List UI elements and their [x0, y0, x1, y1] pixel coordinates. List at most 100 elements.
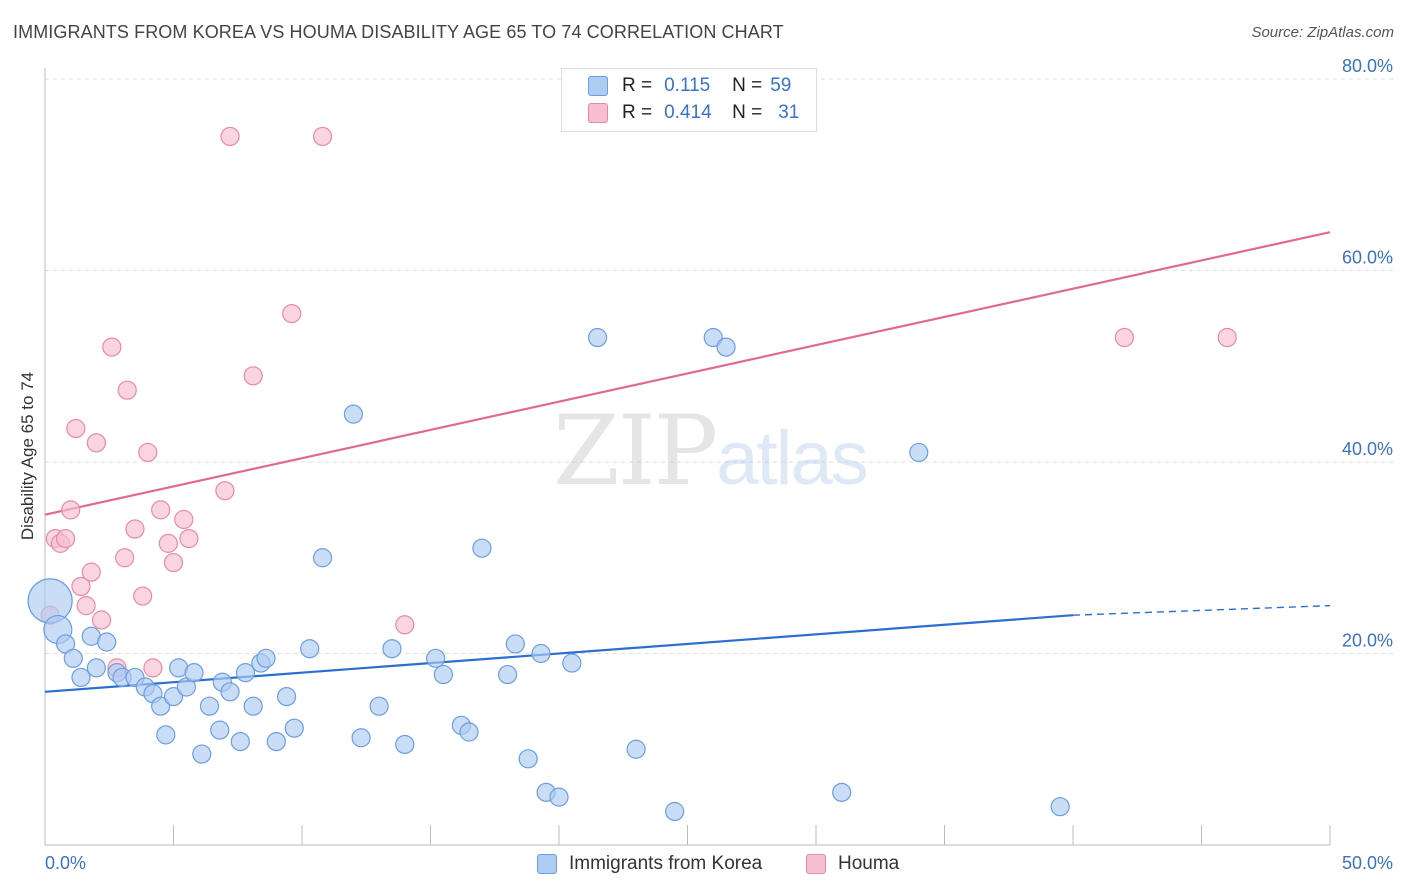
korea-point: [703, 327, 723, 348]
bottom-legend-korea: Immigrants from Korea: [537, 851, 762, 877]
houma-point: [133, 586, 153, 606]
houma-point: [102, 337, 122, 357]
houma-point: [1114, 327, 1135, 348]
x-tick-label: 50.0%: [1342, 853, 1393, 873]
legend-n-label: N =: [732, 102, 763, 123]
korea-point: [369, 696, 389, 716]
korea-point: [235, 663, 256, 683]
korea-point: [284, 718, 304, 738]
legend-r-value: 0.414: [664, 102, 712, 123]
korea-point: [210, 720, 230, 740]
korea-point: [230, 731, 250, 752]
korea-point: [163, 686, 184, 707]
korea-point: [220, 682, 240, 702]
korea-point: [199, 696, 220, 716]
y-tick-label: 40.0%: [1342, 439, 1393, 459]
korea-point: [243, 696, 263, 716]
korea-point: [909, 442, 929, 463]
korea-point: [382, 639, 402, 659]
bottom-swatch-houma: [806, 854, 826, 874]
houma-point: [117, 380, 137, 400]
bottom-legend-houma: Houma: [806, 851, 899, 877]
korea-point: [505, 634, 525, 654]
houma-point: [220, 126, 240, 147]
houma-point: [55, 528, 76, 549]
legend-r-label: R =: [622, 75, 653, 96]
korea-point: [626, 739, 646, 759]
korea-point: [343, 404, 363, 424]
x-tick-label: 0.0%: [45, 853, 86, 873]
y-tick-label: 80.0%: [1342, 56, 1393, 76]
korea-point: [300, 639, 320, 659]
houma-point: [66, 418, 86, 439]
korea-point: [97, 632, 117, 652]
source-label: Source: ZipAtlas.com: [1251, 24, 1394, 41]
houma-point: [76, 596, 96, 616]
korea-point: [312, 548, 333, 568]
houma-point: [158, 533, 178, 553]
bottom-swatch-korea: [537, 854, 557, 874]
bottom-legend-houma-label: Houma: [838, 853, 900, 874]
houma-point: [143, 658, 163, 678]
legend-box: R = 0.115 N = 59 R = 0.414 N = 31: [561, 68, 817, 132]
bottom-legend-korea-label: Immigrants from Korea: [569, 853, 763, 874]
korea-point: [71, 667, 91, 688]
houma-point: [61, 500, 81, 520]
korea-point: [549, 787, 569, 807]
houma-point: [282, 303, 302, 324]
houma-point: [174, 509, 194, 530]
houma-trend-line: [44, 231, 1331, 516]
houma-point: [215, 481, 235, 501]
korea-point: [192, 744, 212, 764]
axis-layer: 20.0% 40.0% 60.0% 80.0% 0.0% 50.0%: [44, 56, 1393, 873]
korea-point: [1050, 797, 1070, 817]
houma-point: [86, 433, 107, 453]
legend-row-houma: R = 0.414 N = 31: [588, 101, 799, 125]
korea-point: [472, 538, 492, 558]
legend-r-label: R =: [622, 102, 653, 123]
legend-swatch-houma: [588, 103, 608, 123]
korea-point: [256, 648, 276, 668]
legend-r-value: 0.115: [664, 75, 711, 96]
korea-point: [716, 337, 736, 357]
korea-point: [266, 731, 286, 752]
y-tick-label: 60.0%: [1342, 248, 1393, 268]
korea-point: [86, 658, 107, 678]
houma-point: [1217, 327, 1237, 348]
korea-point: [27, 578, 73, 624]
korea-point: [587, 327, 608, 348]
korea-point: [562, 653, 582, 673]
korea-point: [665, 801, 685, 822]
korea-point: [433, 664, 453, 685]
houma-point: [179, 528, 199, 549]
houma-point: [115, 548, 135, 568]
houma-point: [243, 366, 263, 386]
legend-n-label: N =: [732, 75, 763, 96]
korea-point: [63, 648, 83, 668]
korea-point: [498, 664, 518, 685]
korea-point: [151, 696, 171, 716]
houma-point: [125, 519, 145, 539]
legend-n-value: 59: [770, 75, 792, 96]
houma-point: [91, 610, 112, 630]
houma-point: [163, 552, 184, 573]
houma-point: [312, 126, 333, 147]
korea-point: [531, 643, 551, 664]
y-tick-label: 20.0%: [1342, 631, 1393, 651]
y-axis-title: Disability Age 65 to 74: [18, 372, 37, 540]
houma-point: [81, 562, 101, 582]
korea-point: [518, 749, 538, 769]
legend-row-korea: R = 0.115 N = 59: [588, 74, 791, 98]
houma-point: [151, 500, 171, 520]
korea-point: [184, 663, 204, 683]
korea-point: [395, 734, 415, 755]
korea-point: [156, 725, 176, 745]
korea-point: [351, 728, 371, 748]
korea-point: [276, 686, 297, 707]
korea-trend-extension: [1072, 604, 1331, 616]
legend-swatch-korea: [588, 76, 608, 96]
houma-point: [71, 576, 91, 597]
houma-point: [395, 615, 415, 635]
points-layer: [27, 126, 1237, 822]
